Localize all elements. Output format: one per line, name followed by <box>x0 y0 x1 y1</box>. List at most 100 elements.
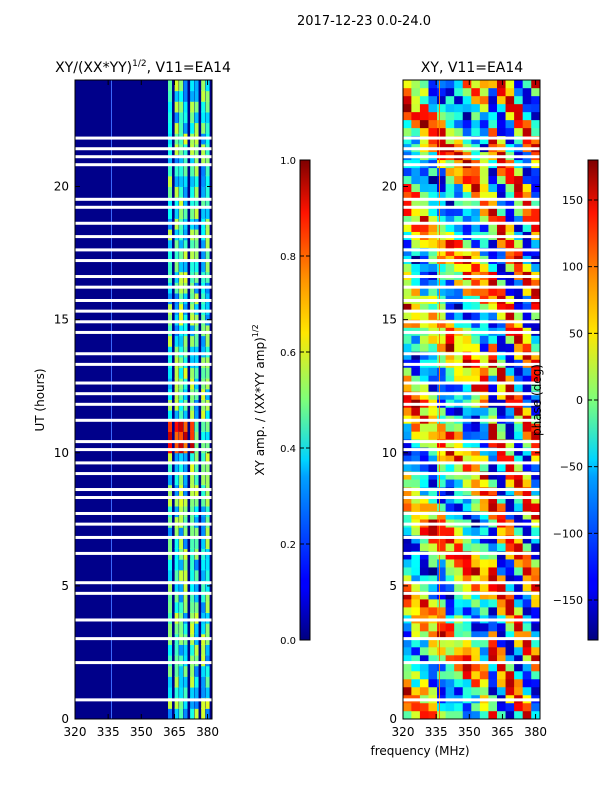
amplitude-cell <box>190 122 195 134</box>
phase-cell <box>402 654 412 664</box>
amplitude-cell <box>179 260 184 273</box>
phase-cell <box>462 407 472 416</box>
phase-cell <box>522 335 532 344</box>
phase-cell <box>411 447 421 456</box>
phase-cell <box>411 207 421 216</box>
phase-cell <box>522 135 532 145</box>
amplitude-cell <box>168 239 173 251</box>
amplitude-cell <box>205 345 210 358</box>
phase-cell <box>402 383 412 392</box>
phase-cell <box>402 215 412 224</box>
amplitude-cell <box>183 569 188 582</box>
phase-cell <box>505 686 515 696</box>
phase-cell <box>462 654 472 664</box>
figure-suptitle: 2017-12-23 0.0-24.0 <box>297 14 431 29</box>
phase-cell <box>411 303 421 312</box>
phase-cell <box>454 343 464 352</box>
phase-cell <box>411 215 421 224</box>
phase-cell <box>454 111 464 121</box>
phase-cell <box>428 503 438 512</box>
amplitude-cell <box>168 697 173 709</box>
phase-cell <box>454 487 464 496</box>
amplitude-cell <box>179 505 184 518</box>
phase-cell <box>428 591 438 600</box>
phase-cell <box>531 487 541 496</box>
phase-cell <box>428 423 438 432</box>
amplitude-cell <box>174 526 179 539</box>
phase-cell <box>454 455 464 464</box>
phase-cell <box>531 575 541 584</box>
amplitude-cell <box>179 643 184 656</box>
amplitude-cell <box>190 207 195 219</box>
amplitude-cell <box>174 260 179 273</box>
phase-cell <box>402 263 412 272</box>
phase-cell <box>479 223 489 232</box>
phase-cell <box>496 183 506 193</box>
phase-cell <box>496 343 506 352</box>
amplitude-cell <box>205 558 210 571</box>
phase-cell <box>411 135 421 145</box>
phase-cell <box>437 630 447 640</box>
phase-cell <box>522 710 532 720</box>
phase-cell <box>445 263 455 272</box>
phase-cell <box>496 111 506 121</box>
flagged-row <box>75 392 212 396</box>
phase-cell <box>419 223 429 232</box>
flagged-row <box>75 535 212 539</box>
phase-cell <box>471 199 481 208</box>
amplitude-cell <box>174 292 179 305</box>
amplitude-cell <box>168 473 173 486</box>
phase-cell <box>419 686 429 696</box>
phase-cell <box>428 527 438 536</box>
phase-cell <box>445 527 455 536</box>
phase-cell <box>437 670 447 680</box>
phase-cell <box>471 702 481 712</box>
phase-cell <box>445 551 455 560</box>
phase-cell <box>522 559 532 568</box>
phase-cell <box>402 567 412 576</box>
phase-cell <box>522 527 532 536</box>
amplitude-cell <box>205 473 210 486</box>
phase-cell <box>428 598 438 608</box>
phase-cell <box>505 511 515 520</box>
phase-cell <box>411 391 421 400</box>
phase-cell <box>454 391 464 400</box>
phase-cell <box>488 423 498 432</box>
phase-cell <box>479 383 489 392</box>
flagged-row <box>403 488 540 492</box>
phase-cell <box>462 535 472 544</box>
phase-cell <box>437 87 447 97</box>
phase-cell <box>514 503 524 512</box>
phase-cell <box>411 119 421 129</box>
phase-cell <box>471 487 481 496</box>
phase-cell <box>522 103 532 113</box>
phase-cell <box>488 127 498 137</box>
phase-cell <box>522 551 532 560</box>
amplitude-cell <box>183 441 188 454</box>
phase-cell <box>462 471 472 480</box>
flagged-row <box>75 320 212 324</box>
amplitude-cell <box>168 175 173 187</box>
phase-cell <box>437 622 447 632</box>
phase-cell <box>471 279 481 288</box>
phase-cell <box>437 287 447 296</box>
phase-cell <box>402 279 412 288</box>
phase-cell <box>445 591 455 600</box>
amplitude-cell <box>194 665 199 677</box>
phase-cell <box>514 263 524 272</box>
phase-cell <box>437 135 447 145</box>
amplitude-cell <box>205 430 210 443</box>
phase-cell <box>514 423 524 432</box>
phase-cell <box>522 431 532 440</box>
amplitude-cell <box>174 516 179 528</box>
amplitude-cell <box>179 707 184 720</box>
phase-cell <box>479 487 489 496</box>
phase-cell <box>402 471 412 480</box>
amplitude-cell <box>190 441 195 454</box>
amplitude-cell <box>168 292 173 305</box>
phase-cell <box>419 678 429 688</box>
phase-cell <box>488 119 498 129</box>
phase-cell <box>488 79 498 89</box>
amplitude-cell <box>201 207 206 219</box>
phase-cell <box>402 247 412 256</box>
